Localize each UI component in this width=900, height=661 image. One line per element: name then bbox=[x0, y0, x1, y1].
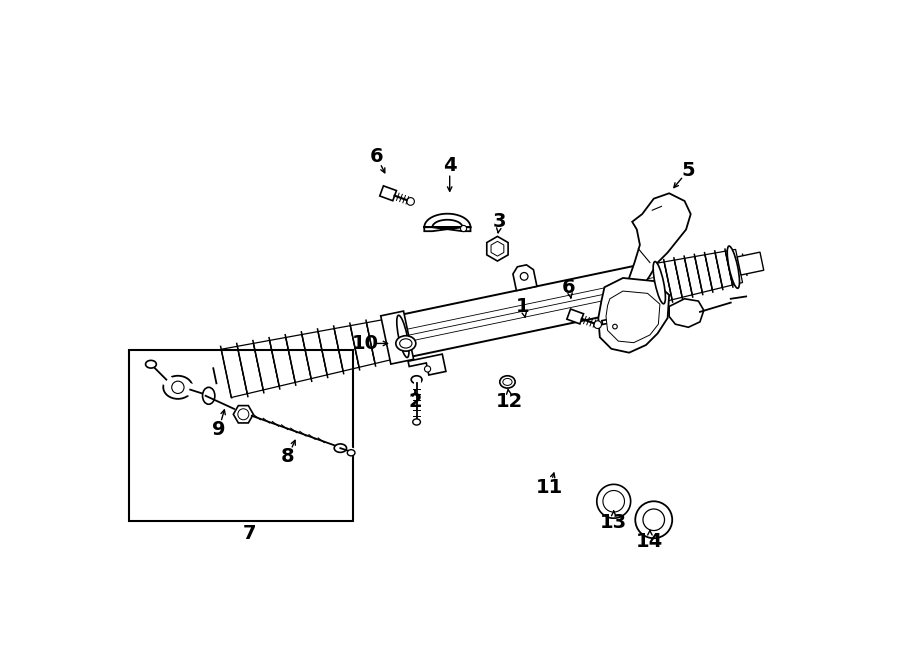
Polygon shape bbox=[513, 265, 537, 291]
Ellipse shape bbox=[202, 387, 215, 405]
Polygon shape bbox=[725, 249, 742, 285]
Polygon shape bbox=[350, 323, 375, 368]
Polygon shape bbox=[270, 338, 295, 386]
Bar bbox=[129, 350, 354, 522]
Polygon shape bbox=[334, 326, 359, 371]
Circle shape bbox=[520, 272, 528, 280]
Polygon shape bbox=[221, 346, 248, 397]
Ellipse shape bbox=[500, 375, 515, 388]
Text: 13: 13 bbox=[600, 512, 627, 531]
Text: 11: 11 bbox=[536, 478, 563, 497]
Polygon shape bbox=[737, 252, 764, 275]
Ellipse shape bbox=[163, 375, 193, 399]
Polygon shape bbox=[286, 334, 311, 383]
Text: 7: 7 bbox=[243, 524, 256, 543]
Polygon shape bbox=[567, 309, 583, 324]
Ellipse shape bbox=[411, 375, 422, 383]
Ellipse shape bbox=[400, 339, 412, 348]
Text: 4: 4 bbox=[443, 156, 456, 175]
Text: 3: 3 bbox=[493, 212, 507, 231]
Polygon shape bbox=[644, 264, 662, 305]
Polygon shape bbox=[695, 254, 713, 292]
Polygon shape bbox=[705, 253, 723, 290]
Ellipse shape bbox=[347, 449, 355, 456]
Polygon shape bbox=[318, 329, 343, 375]
Ellipse shape bbox=[397, 315, 409, 358]
Polygon shape bbox=[598, 278, 669, 353]
Polygon shape bbox=[233, 406, 254, 423]
Ellipse shape bbox=[146, 360, 157, 368]
Circle shape bbox=[425, 366, 430, 372]
Text: 8: 8 bbox=[281, 447, 295, 466]
Polygon shape bbox=[382, 317, 407, 360]
Ellipse shape bbox=[727, 246, 740, 288]
Polygon shape bbox=[716, 251, 733, 288]
Ellipse shape bbox=[503, 379, 512, 385]
Circle shape bbox=[613, 325, 617, 329]
Polygon shape bbox=[487, 237, 508, 261]
Polygon shape bbox=[238, 343, 263, 394]
Circle shape bbox=[172, 381, 184, 393]
Polygon shape bbox=[254, 340, 279, 390]
Polygon shape bbox=[381, 311, 414, 364]
Polygon shape bbox=[380, 186, 397, 201]
Polygon shape bbox=[626, 193, 690, 318]
Ellipse shape bbox=[594, 321, 601, 329]
Polygon shape bbox=[366, 320, 391, 364]
Polygon shape bbox=[654, 262, 672, 302]
Circle shape bbox=[635, 501, 672, 538]
Polygon shape bbox=[302, 332, 327, 379]
Polygon shape bbox=[685, 256, 702, 295]
Ellipse shape bbox=[413, 419, 420, 425]
Ellipse shape bbox=[653, 262, 665, 304]
Polygon shape bbox=[669, 299, 704, 327]
Text: 10: 10 bbox=[352, 334, 379, 353]
Text: 2: 2 bbox=[409, 392, 422, 410]
Polygon shape bbox=[674, 258, 692, 297]
Circle shape bbox=[637, 297, 647, 305]
Circle shape bbox=[461, 225, 466, 231]
Ellipse shape bbox=[407, 198, 414, 206]
Text: 12: 12 bbox=[496, 392, 524, 410]
Text: 14: 14 bbox=[636, 532, 663, 551]
Circle shape bbox=[238, 408, 248, 420]
Text: 1: 1 bbox=[516, 297, 530, 316]
Polygon shape bbox=[664, 260, 682, 299]
Polygon shape bbox=[408, 354, 446, 375]
Polygon shape bbox=[603, 490, 625, 512]
Text: 6: 6 bbox=[370, 147, 383, 166]
Polygon shape bbox=[606, 291, 660, 342]
Polygon shape bbox=[602, 316, 627, 331]
Ellipse shape bbox=[334, 444, 346, 452]
Polygon shape bbox=[424, 214, 471, 231]
Polygon shape bbox=[399, 262, 663, 358]
Text: 5: 5 bbox=[681, 161, 695, 180]
Ellipse shape bbox=[396, 336, 416, 351]
Polygon shape bbox=[491, 241, 504, 256]
Text: 9: 9 bbox=[212, 420, 225, 439]
Polygon shape bbox=[597, 485, 631, 518]
Circle shape bbox=[643, 509, 664, 531]
Text: 6: 6 bbox=[562, 278, 576, 297]
